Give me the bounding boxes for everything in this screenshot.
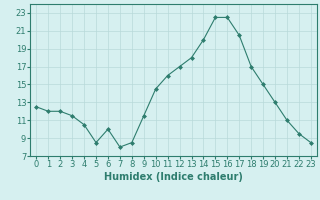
X-axis label: Humidex (Indice chaleur): Humidex (Indice chaleur) <box>104 172 243 182</box>
